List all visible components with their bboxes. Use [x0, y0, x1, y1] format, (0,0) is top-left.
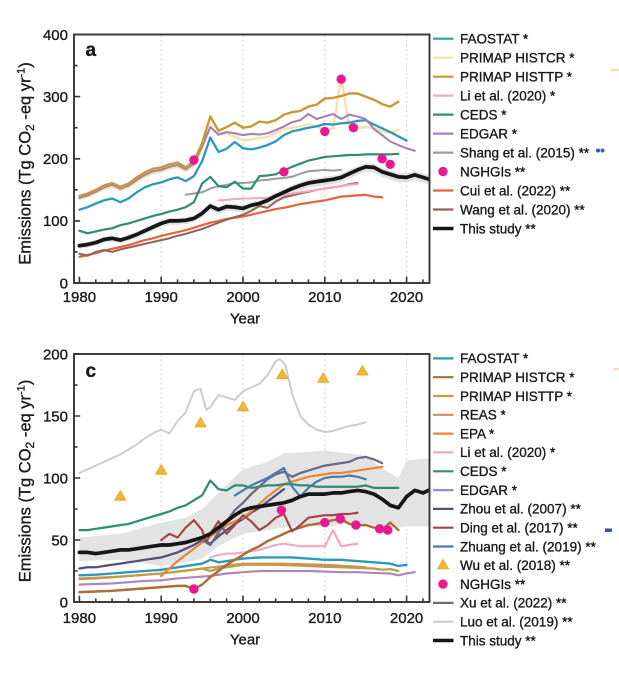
svg-text:2010: 2010	[308, 289, 341, 306]
svg-text:Li et al. (2020) *: Li et al. (2020) *	[460, 445, 556, 460]
svg-text:Xu et al. (2022) **: Xu et al. (2022) **	[460, 596, 567, 611]
svg-text:PRIMAP HISTTP *: PRIMAP HISTTP *	[460, 70, 573, 85]
svg-text:50: 50	[51, 532, 68, 549]
svg-text:NGHGIs **: NGHGIs **	[460, 164, 526, 179]
svg-text:EPA *: EPA *	[460, 426, 495, 441]
svg-text:1980: 1980	[63, 289, 96, 306]
svg-text:2000: 2000	[226, 289, 259, 306]
svg-text:PRIMAP HISTCR *: PRIMAP HISTCR *	[460, 51, 575, 66]
svg-text:Luo et al. (2019) **: Luo et al. (2019) **	[460, 615, 573, 630]
svg-text:1990: 1990	[145, 289, 178, 306]
svg-text:100: 100	[43, 213, 68, 230]
svg-text:Wu et al. (2018) **: Wu et al. (2018) **	[460, 558, 571, 573]
svg-text:NGHGIs **: NGHGIs **	[460, 577, 526, 592]
svg-text:2020: 2020	[390, 289, 423, 306]
svg-text:2010: 2010	[308, 610, 341, 627]
svg-text:Wang et al. (2020) **: Wang et al. (2020) **	[460, 202, 586, 217]
svg-text:0: 0	[60, 275, 68, 292]
svg-text:Ding et al. (2017) **: Ding et al. (2017) **	[460, 521, 579, 536]
svg-text:2020: 2020	[390, 610, 423, 627]
svg-text:Li et al. (2020) *: Li et al. (2020) *	[460, 88, 556, 103]
svg-text:Zhou et al. (2007) **: Zhou et al. (2007) **	[460, 502, 582, 517]
svg-text:400: 400	[43, 27, 68, 44]
svg-text:FAOSTAT *: FAOSTAT *	[460, 32, 529, 47]
svg-text:300: 300	[43, 89, 68, 106]
svg-text:This study **: This study **	[460, 221, 537, 236]
svg-text:CEDS *: CEDS *	[460, 107, 507, 122]
svg-text:REAS *: REAS *	[460, 408, 507, 423]
svg-text:2000: 2000	[226, 610, 259, 627]
svg-text:1990: 1990	[145, 610, 178, 627]
svg-text:Year: Year	[230, 311, 260, 328]
svg-text:EDGAR *: EDGAR *	[460, 126, 518, 141]
svg-text:This study **: This study **	[460, 633, 537, 648]
svg-text:0: 0	[60, 594, 68, 611]
svg-text:1980: 1980	[63, 610, 96, 627]
svg-text:Year: Year	[230, 632, 260, 649]
svg-text:100: 100	[43, 470, 68, 487]
svg-text:Cui et al. (2022) **: Cui et al. (2022) **	[460, 183, 571, 198]
svg-text:a: a	[86, 40, 97, 61]
svg-text:200: 200	[43, 151, 68, 168]
svg-text:200: 200	[43, 346, 68, 363]
svg-text:FAOSTAT *: FAOSTAT *	[460, 351, 529, 366]
svg-text:CEDS *: CEDS *	[460, 464, 507, 479]
svg-text:Emissions (Tg CO2 -eq yr-1): Emissions (Tg CO2 -eq yr-1)	[16, 62, 37, 265]
svg-text:Shang et al. (2015) **: Shang et al. (2015) **	[460, 145, 590, 160]
svg-text:Emissions (Tg CO2 -eq yr-1): Emissions (Tg CO2 -eq yr-1)	[16, 380, 37, 583]
svg-text:150: 150	[43, 408, 68, 425]
svg-text:Zhuang et al. (2019) **: Zhuang et al. (2019) **	[460, 539, 597, 554]
svg-text:PRIMAP HISTTP *: PRIMAP HISTTP *	[460, 389, 573, 404]
svg-text:c: c	[86, 361, 97, 382]
svg-text:EDGAR *: EDGAR *	[460, 483, 518, 498]
svg-text:PRIMAP HISTCR *: PRIMAP HISTCR *	[460, 370, 575, 385]
